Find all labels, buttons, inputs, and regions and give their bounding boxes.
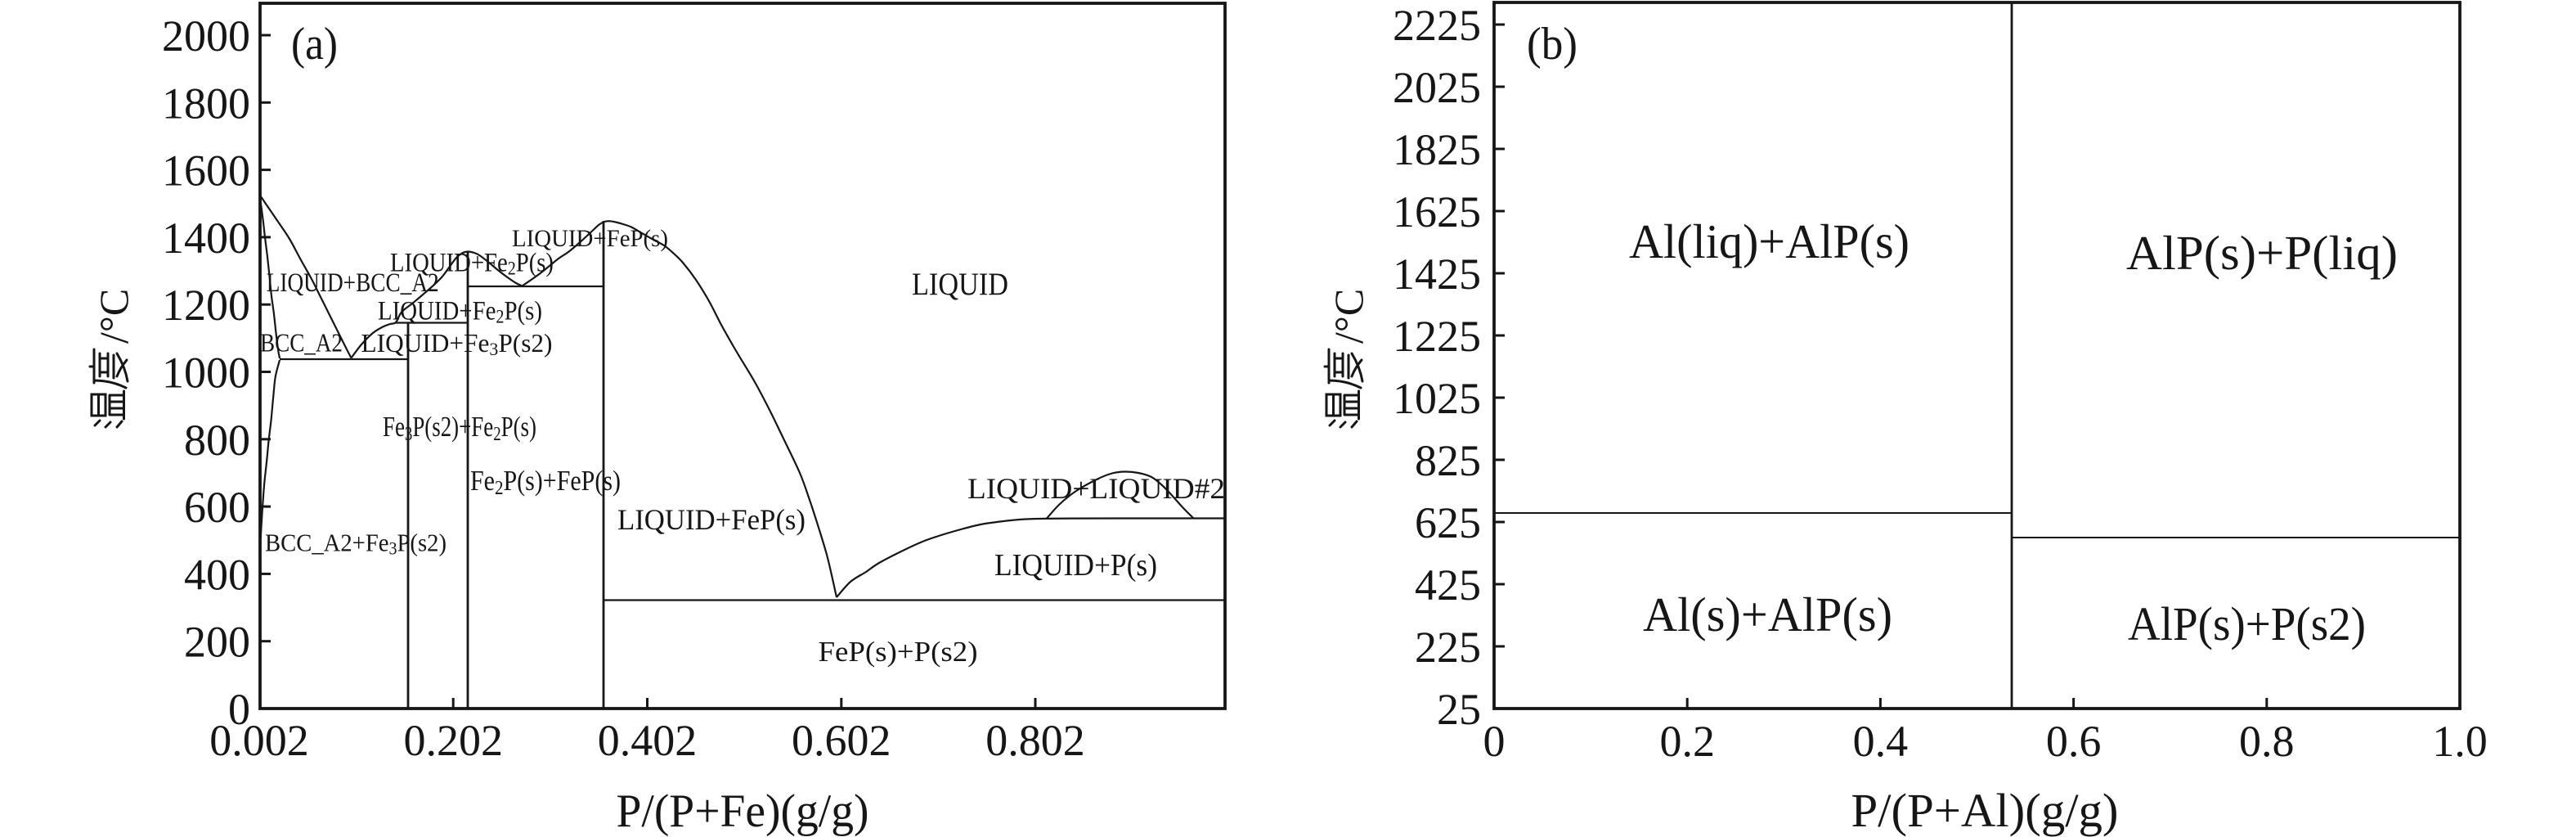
svg-text:/°C: /°C <box>1326 289 1371 344</box>
svg-text:0.4: 0.4 <box>1853 717 1909 766</box>
svg-text:AlP(s)+P(s2): AlP(s)+P(s2) <box>2128 597 2366 650</box>
svg-text:0.602: 0.602 <box>792 716 891 765</box>
svg-text:LIQUID+FeP(s): LIQUID+FeP(s) <box>512 225 668 252</box>
svg-text:0: 0 <box>228 685 250 734</box>
svg-text:1625: 1625 <box>1393 187 1481 236</box>
svg-text:225: 225 <box>1415 623 1481 672</box>
svg-text:1400: 1400 <box>162 214 250 263</box>
svg-text:0.002: 0.002 <box>209 716 309 765</box>
svg-text:LIQUID+LIQUID#2: LIQUID+LIQUID#2 <box>967 472 1225 505</box>
svg-text:1600: 1600 <box>162 146 250 196</box>
svg-text:625: 625 <box>1415 498 1481 547</box>
svg-text:600: 600 <box>184 483 250 532</box>
svg-text:P/(P+Al)(g/g): P/(P+Al)(g/g) <box>1851 784 2119 837</box>
svg-text:1225: 1225 <box>1393 312 1481 361</box>
svg-text:BCC_A2+Fe3P(s2): BCC_A2+Fe3P(s2) <box>265 529 447 559</box>
svg-text:AlP(s)+P(liq): AlP(s)+P(liq) <box>2126 226 2398 280</box>
svg-text:P/(P+Fe)(g/g): P/(P+Fe)(g/g) <box>617 785 869 837</box>
svg-text:1825: 1825 <box>1393 125 1481 174</box>
svg-text:825: 825 <box>1415 436 1481 485</box>
svg-text:1000: 1000 <box>162 349 250 398</box>
svg-text:LIQUID+Fe2P(s): LIQUID+Fe2P(s) <box>378 297 542 327</box>
svg-text:/°C: /°C <box>91 289 137 344</box>
svg-text:1200: 1200 <box>162 281 250 330</box>
svg-text:1800: 1800 <box>162 79 250 128</box>
svg-text:Fe2P(s)+FeP(s): Fe2P(s)+FeP(s) <box>470 465 621 499</box>
svg-text:25: 25 <box>1437 685 1481 734</box>
svg-text:800: 800 <box>184 416 250 465</box>
svg-text:0: 0 <box>1483 717 1506 766</box>
svg-text:FeP(s)+P(s2): FeP(s)+P(s2) <box>819 636 978 668</box>
svg-text:1.0: 1.0 <box>2432 717 2488 766</box>
svg-text:Al(liq)+AlP(s): Al(liq)+AlP(s) <box>1629 214 1910 268</box>
svg-text:0.6: 0.6 <box>2046 717 2102 766</box>
svg-text:400: 400 <box>184 550 250 599</box>
svg-text:LIQUID+Fe3P(s2): LIQUID+Fe3P(s2) <box>361 328 553 359</box>
svg-text:LIQUID+BCC_A2: LIQUID+BCC_A2 <box>267 268 439 298</box>
svg-text:1425: 1425 <box>1393 250 1481 299</box>
svg-text:0.2: 0.2 <box>1659 717 1715 766</box>
svg-text:0.402: 0.402 <box>598 716 698 765</box>
svg-text:0.202: 0.202 <box>403 716 503 765</box>
svg-text:425: 425 <box>1415 560 1481 610</box>
svg-text:LIQUID+Fe2P(s): LIQUID+Fe2P(s) <box>390 249 554 279</box>
svg-text:BCC_A2: BCC_A2 <box>260 328 343 358</box>
svg-text:LIQUID: LIQUID <box>912 267 1008 302</box>
svg-text:0.802: 0.802 <box>985 716 1085 765</box>
svg-text:1025: 1025 <box>1393 374 1481 423</box>
svg-text:LIQUID+FeP(s): LIQUID+FeP(s) <box>617 503 806 536</box>
svg-text:(a): (a) <box>291 19 338 70</box>
svg-text:2000: 2000 <box>162 11 250 61</box>
svg-text:LIQUID+P(s): LIQUID+P(s) <box>994 548 1157 583</box>
svg-text:Al(s)+AlP(s): Al(s)+AlP(s) <box>1643 587 1892 641</box>
svg-text:0.8: 0.8 <box>2239 717 2295 766</box>
svg-text:200: 200 <box>184 618 250 667</box>
svg-text:2025: 2025 <box>1393 63 1481 112</box>
svg-text:(b): (b) <box>1527 19 1577 70</box>
svg-text:2225: 2225 <box>1393 1 1481 50</box>
